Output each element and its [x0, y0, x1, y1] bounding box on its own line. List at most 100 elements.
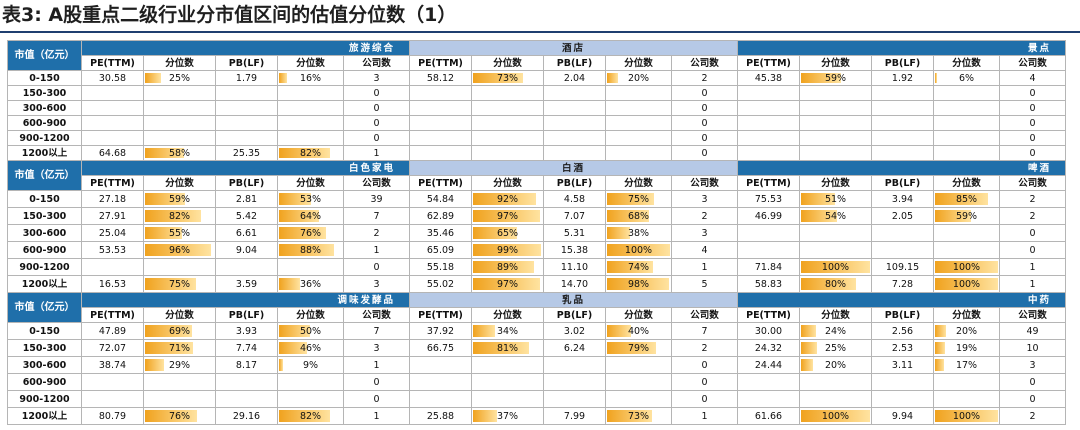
company-count: 2 [999, 190, 1066, 208]
percentile-bar [279, 278, 301, 290]
valuation-value: 6.24 [543, 339, 606, 357]
valuation-value: 3.02 [543, 322, 606, 340]
valuation-value [277, 130, 344, 146]
company-count: 7 [671, 322, 738, 340]
percentile-cell: 76% [277, 224, 344, 242]
percentile-cell: 20% [605, 70, 672, 86]
company-count: 3 [343, 275, 410, 293]
percentile-bar [279, 342, 307, 354]
percentile-bar [145, 325, 192, 337]
valuation-value: 27.91 [81, 207, 144, 225]
valuation-value [81, 100, 144, 116]
column-header: 分位数 [933, 55, 1000, 71]
company-count: 0 [671, 390, 738, 408]
valuation-value: 24.44 [737, 356, 800, 374]
valuation-value: 16.53 [81, 275, 144, 293]
company-count: 2 [999, 407, 1066, 425]
column-header: 公司数 [671, 175, 738, 191]
company-count: 0 [671, 356, 738, 374]
percentile-value: 97% [496, 210, 519, 222]
percentile-bar [801, 325, 817, 337]
percentile-value: 68% [627, 210, 650, 222]
percentile-value: 74% [627, 261, 650, 273]
column-header: 分位数 [471, 175, 544, 191]
percentile-cell: 80% [799, 275, 872, 293]
column-header: 公司数 [671, 55, 738, 71]
percentile-bar [279, 325, 310, 337]
company-count: 0 [671, 373, 738, 391]
title-divider [0, 31, 1080, 33]
percentile-cell: 88% [277, 241, 344, 259]
valuation-value [737, 390, 800, 408]
percentile-value: 20% [955, 325, 978, 337]
industry-name: 啤酒 [737, 160, 1066, 176]
valuation-value [81, 85, 144, 101]
percentile-value: 100% [952, 261, 981, 273]
company-count: 0 [671, 100, 738, 116]
column-header: 公司数 [343, 55, 410, 71]
percentile-cell: 92% [471, 190, 544, 208]
valuation-value: 3.59 [215, 275, 278, 293]
percentile-bar [279, 148, 331, 158]
valuation-value [471, 100, 544, 116]
column-header: 分位数 [277, 55, 344, 71]
percentile-bar [935, 342, 946, 354]
valuation-value [737, 115, 800, 131]
percentile-value: 100% [952, 410, 981, 422]
company-count: 2 [343, 224, 410, 242]
company-count: 0 [999, 85, 1066, 101]
valuation-value: 3.11 [871, 356, 934, 374]
percentile-bar [279, 244, 335, 256]
company-count: 0 [343, 85, 410, 101]
percentile-cell: 100% [799, 407, 872, 425]
percentile-cell: 9% [277, 356, 344, 374]
valuation-value: 24.32 [737, 339, 800, 357]
valuation-value: 25.04 [81, 224, 144, 242]
company-count: 10 [999, 339, 1066, 357]
market-value-range: 0-150 [7, 70, 82, 86]
percentile-bar [607, 244, 670, 256]
valuation-value [737, 145, 800, 161]
valuation-value [799, 390, 872, 408]
valuation-value [215, 115, 278, 131]
valuation-value [933, 390, 1000, 408]
valuation-value [737, 241, 800, 259]
valuation-value [143, 115, 216, 131]
percentile-value: 53% [299, 193, 322, 205]
valuation-value [737, 100, 800, 116]
percentile-bar [145, 193, 185, 205]
percentile-value: 100% [821, 410, 850, 422]
percentile-bar [473, 244, 542, 256]
percentile-value: 16% [299, 72, 322, 84]
column-header: 公司数 [999, 55, 1066, 71]
percentile-bar [473, 73, 523, 83]
table-row: 150-300 27.91 82% 5.42 64% 7 62.89 97% 7.07 68% 2 4… [7, 207, 1066, 225]
company-count: 1 [343, 407, 410, 425]
column-header: 公司数 [999, 307, 1066, 323]
valuation-value: 7.07 [543, 207, 606, 225]
percentile-bar [935, 359, 945, 371]
valuation-value: 58.12 [409, 70, 472, 86]
valuation-value: 7.28 [871, 275, 934, 293]
valuation-value: 80.79 [81, 407, 144, 425]
valuation-value [81, 258, 144, 276]
valuation-value: 29.16 [215, 407, 278, 425]
valuation-value [215, 100, 278, 116]
valuation-value [471, 130, 544, 146]
percentile-value: 24% [824, 325, 847, 337]
valuation-value: 11.10 [543, 258, 606, 276]
percentile-value: 40% [627, 325, 650, 337]
valuation-value [543, 130, 606, 146]
valuation-value: 38.74 [81, 356, 144, 374]
valuation-value [409, 373, 472, 391]
valuation-value [409, 145, 472, 161]
valuation-value: 72.07 [81, 339, 144, 357]
percentile-bar [473, 210, 540, 222]
market-value-range: 900-1200 [7, 390, 82, 408]
company-count: 0 [343, 390, 410, 408]
column-header: 公司数 [343, 307, 410, 323]
valuation-value [409, 356, 472, 374]
valuation-value [737, 224, 800, 242]
valuation-value [871, 100, 934, 116]
valuation-value [737, 130, 800, 146]
